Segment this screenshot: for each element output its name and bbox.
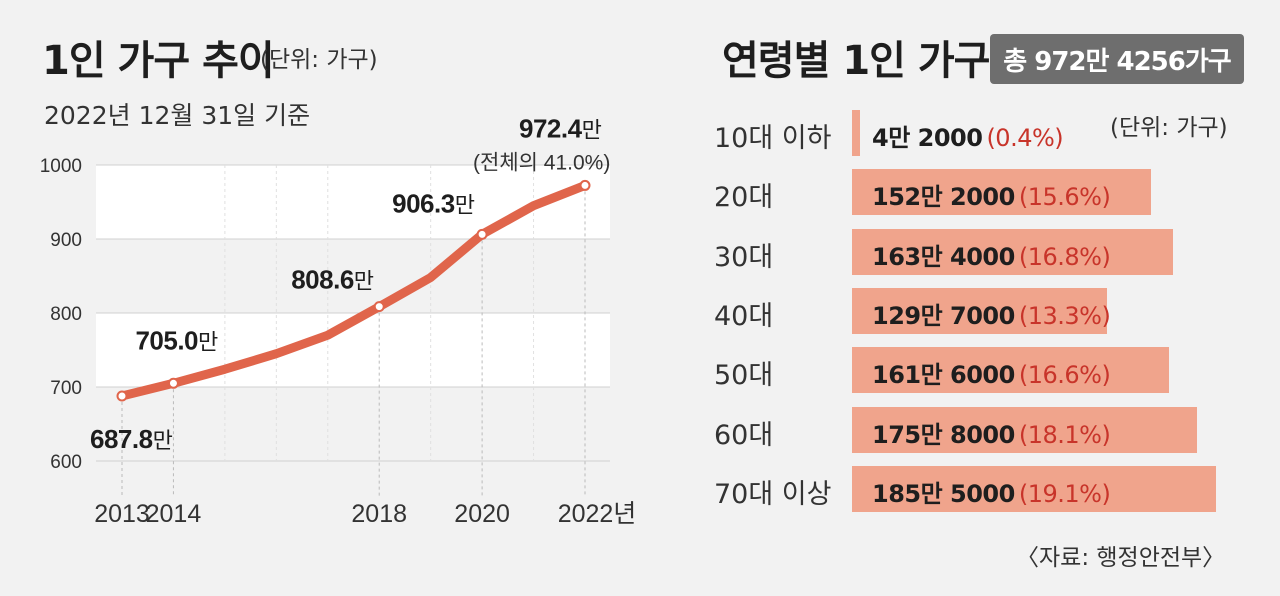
bar <box>852 347 1170 394</box>
data-label: 808.6만 <box>291 265 374 295</box>
data-label-value: 808.6 <box>291 265 354 295</box>
bar <box>852 287 1107 334</box>
line-chart-title: 1인 가구 추이 <box>42 38 275 84</box>
bar-row: 20대 152만 2000 (15.6%) <box>714 169 1274 216</box>
bar-percent: (19.1%) <box>1018 479 1111 508</box>
data-label-value: 687.8 <box>90 424 153 454</box>
bar-row: 40대 129만 7000 (13.3%) <box>714 287 1274 334</box>
bar-percent: (0.4%) <box>986 124 1064 152</box>
bar-row: 50대 161만 6000 (16.6%) <box>714 347 1274 394</box>
bar-value-label: 4만 2000 (0.4%) <box>872 118 1064 153</box>
data-label-suffix: 만 <box>582 117 602 142</box>
line-chart-unit: (단위: 가구) <box>260 47 378 73</box>
bar-row: 30대 163만 4000 (16.8%) <box>714 228 1274 275</box>
grid-band-1 <box>96 165 610 239</box>
bar-row: 70대 이상 185만 5000 (19.1%) <box>714 465 1274 512</box>
bar-value-label: 161만 6000 (16.6%) <box>872 355 1111 390</box>
bar-value: 152만 2000 <box>872 183 1015 212</box>
bar-percent: (18.1%) <box>1018 420 1111 449</box>
bar-category-label: 70대 이상 <box>714 478 832 510</box>
y-tick-label: 800 <box>50 304 82 325</box>
bar-percent: (16.6%) <box>1018 361 1111 390</box>
data-label: 705.0만 <box>135 325 218 355</box>
x-tick-label: 2013 <box>94 500 150 528</box>
bar <box>852 465 1216 512</box>
y-tick-label: 600 <box>50 452 82 473</box>
source-note: 〈자료: 행정안전부〉 <box>1016 545 1226 571</box>
bar-category-label: 30대 <box>714 241 774 273</box>
data-point <box>373 301 385 313</box>
data-point <box>167 377 179 389</box>
y-tick-label: 700 <box>50 378 82 399</box>
bar-category-label: 10대 이하 <box>714 123 832 154</box>
bar <box>852 110 861 156</box>
bar-row: 10대 이하 4만 2000 (0.4%) <box>714 110 1274 156</box>
bar <box>852 406 1197 453</box>
bar-chart-title: 연령별 1인 가구 <box>722 38 990 84</box>
bar <box>852 169 1151 216</box>
bar-value: 129만 7000 <box>872 301 1015 330</box>
data-label-suffix: 만 <box>455 192 475 217</box>
callout-note: (전체의 41.0%) <box>473 151 610 174</box>
bar-value-label: 185만 5000 (19.1%) <box>872 474 1111 509</box>
y-tick-label: 1000 <box>40 156 82 177</box>
bar-value: 4만 2000 <box>872 124 983 152</box>
data-point <box>476 228 488 240</box>
data-label-value: 972.4 <box>519 113 583 143</box>
x-tick-label: 2020 <box>454 500 510 528</box>
data-label-suffix: 만 <box>198 329 218 354</box>
data-label: 906.3만 <box>392 188 475 218</box>
line-chart-subtitle: 2022년 12월 31일 기준 <box>44 101 311 130</box>
series-line <box>117 180 590 401</box>
bar-value: 175만 8000 <box>872 420 1015 449</box>
bar-value-label: 175만 8000 (18.1%) <box>872 415 1111 450</box>
bar-category-label: 20대 <box>714 182 774 214</box>
bar-category-label: 60대 <box>714 419 774 451</box>
bar-value-label: 152만 2000 (15.6%) <box>872 177 1111 212</box>
data-label: 972.4만 <box>519 113 602 143</box>
x-tick-label: 2018 <box>351 500 407 528</box>
bar-value-label: 163만 4000 (16.8%) <box>872 237 1111 272</box>
y-tick-label: 900 <box>50 230 82 251</box>
data-label-value: 705.0 <box>135 325 198 355</box>
bar-value: 185만 5000 <box>872 479 1015 508</box>
data-label-value: 906.3 <box>392 188 455 218</box>
bar-category-label: 40대 <box>714 300 774 332</box>
data-label-suffix: 만 <box>354 269 374 294</box>
data-point <box>116 390 128 402</box>
x-tick-label: 2014 <box>146 500 202 528</box>
x-tick-label: 2022년 <box>558 500 637 528</box>
total-badge: 총 972만 4256가구 <box>990 34 1244 84</box>
bar-percent: (15.6%) <box>1018 183 1111 212</box>
bar <box>852 228 1173 275</box>
data-point <box>579 179 591 191</box>
bar-value: 163만 4000 <box>872 242 1015 271</box>
bar-percent: (16.8%) <box>1018 242 1111 271</box>
data-label: 687.8만 <box>90 424 173 454</box>
bar-category-label: 50대 <box>714 360 774 392</box>
data-label-suffix: 만 <box>153 428 173 453</box>
bar-value-label: 129만 7000 (13.3%) <box>872 296 1111 331</box>
bar-value: 161만 6000 <box>872 361 1015 390</box>
bar-row: 60대 175만 8000 (18.1%) <box>714 406 1274 453</box>
bar-percent: (13.3%) <box>1018 301 1111 330</box>
bar-chart-unit: (단위: 가구) <box>1110 115 1228 141</box>
